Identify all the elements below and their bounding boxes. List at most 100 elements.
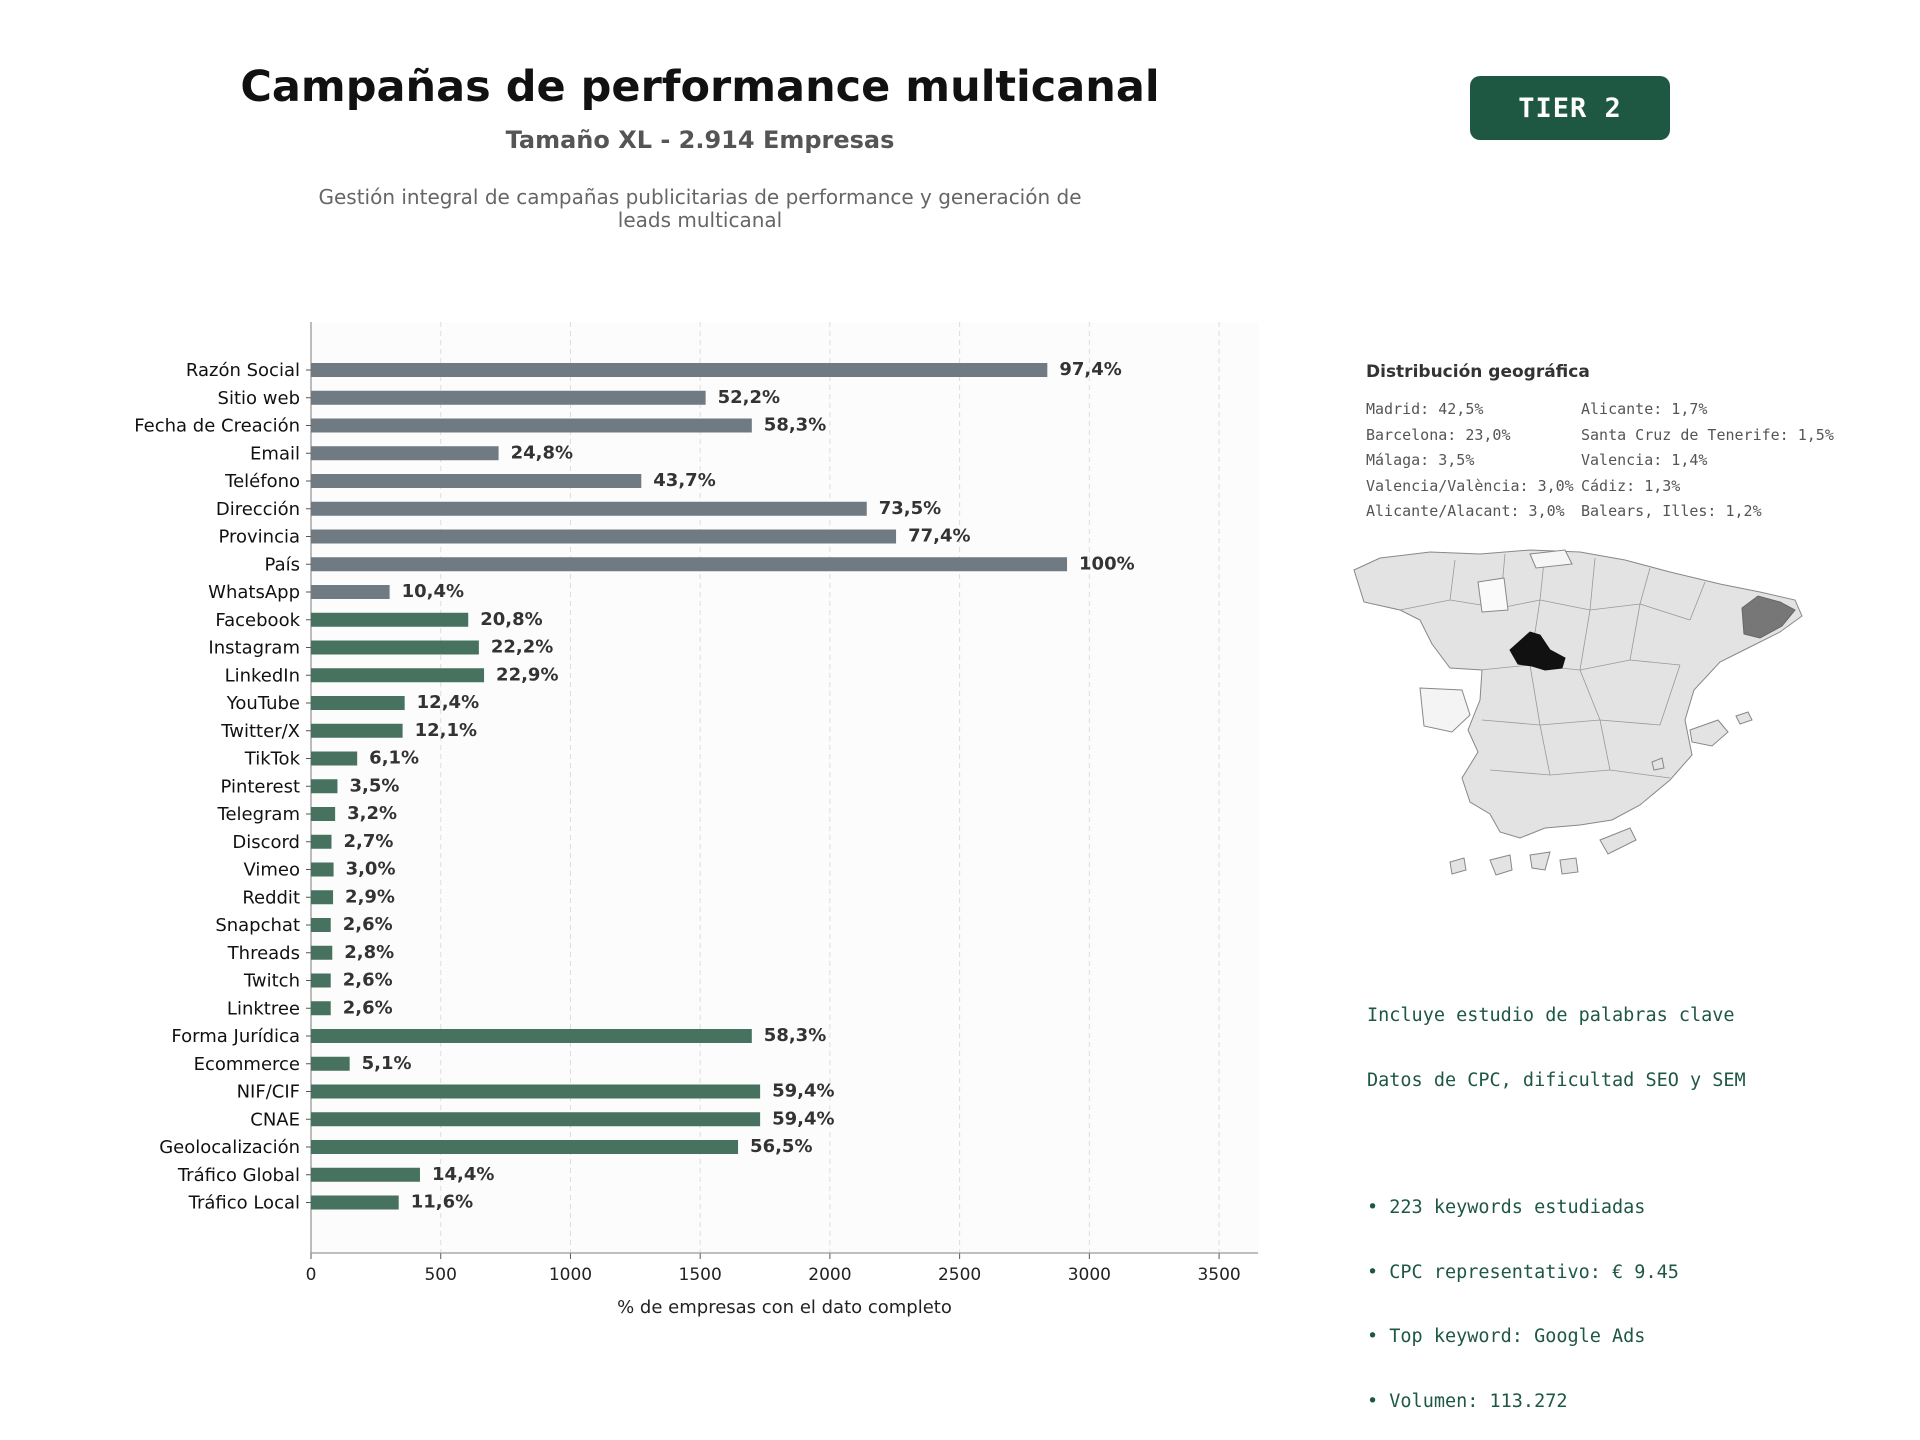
bar xyxy=(311,890,334,905)
category-label: CNAE xyxy=(250,1109,300,1130)
bar xyxy=(311,723,403,738)
canary-island-5 xyxy=(1449,857,1467,875)
category-label: WhatsApp xyxy=(208,582,300,603)
data-label: 3,0% xyxy=(346,859,396,880)
category-label: NIF/CIF xyxy=(237,1082,300,1103)
category-label: Provincia xyxy=(218,527,300,548)
geo-item: Madrid: 42,5% xyxy=(1366,400,1484,418)
canary-island-1 xyxy=(1489,854,1513,876)
category-label: Dirección xyxy=(216,499,300,520)
category-label: Twitter/X xyxy=(220,721,300,742)
menorca-island xyxy=(1735,711,1753,725)
category-label: Forma Jurídica xyxy=(171,1026,300,1047)
data-label: 52,2% xyxy=(718,387,780,408)
info-bullet: • Top keyword: Google Ads xyxy=(1367,1326,1646,1347)
data-label: 20,8% xyxy=(480,609,542,630)
geo-item: Valencia: 1,4% xyxy=(1581,451,1708,469)
category-label: Tráfico Global xyxy=(177,1165,300,1186)
bar xyxy=(311,446,499,461)
bar xyxy=(311,501,867,516)
page-title: Campañas de performance multicanal xyxy=(240,62,1160,112)
data-label: 6,1% xyxy=(369,748,419,769)
geo-item: Barcelona: 23,0% xyxy=(1366,425,1511,444)
bar xyxy=(311,807,336,821)
bar xyxy=(311,612,469,627)
data-label: 43,7% xyxy=(653,470,715,491)
data-label: 14,4% xyxy=(432,1164,494,1185)
bar xyxy=(311,1167,420,1182)
geo-item: Valencia/València: 3,0% xyxy=(1366,476,1574,495)
data-label: 2,8% xyxy=(344,942,394,963)
bar xyxy=(311,945,333,960)
category-label: Geolocalización xyxy=(159,1137,300,1158)
bar xyxy=(311,585,390,599)
mallorca-island xyxy=(1689,719,1729,747)
canary-island-4 xyxy=(1599,827,1637,855)
category-label: Twitch xyxy=(243,971,300,992)
category-label: Email xyxy=(250,443,300,464)
x-tick-label: 2000 xyxy=(808,1265,851,1285)
madrid-region xyxy=(1509,631,1566,671)
bar xyxy=(311,696,405,710)
category-label: Sitio web xyxy=(218,388,300,409)
data-label: 58,3% xyxy=(764,1025,826,1046)
page-subtitle: Tamaño XL - 2.914 Empresas xyxy=(505,126,895,154)
bar xyxy=(311,862,334,877)
geo-item: Alicante/Alacant: 3,0% xyxy=(1366,502,1565,520)
x-tick-label: 500 xyxy=(424,1265,456,1285)
info-bullet: • 223 keywords estudiadas xyxy=(1367,1197,1646,1218)
bar xyxy=(311,834,332,849)
bar xyxy=(311,973,331,988)
bar xyxy=(311,1195,399,1210)
keyword-info: Incluye estudio de palabras clave Datos … xyxy=(1367,962,1746,1434)
page-description: Gestión integral de campañas publicitari… xyxy=(318,185,1082,232)
data-label: 22,9% xyxy=(496,664,558,685)
bar xyxy=(311,751,358,766)
x-tick-label: 1000 xyxy=(549,1265,592,1285)
data-label: 2,9% xyxy=(345,886,395,907)
category-label: Razón Social xyxy=(186,360,300,381)
data-label: 3,2% xyxy=(347,803,397,824)
light-region-top xyxy=(1529,549,1573,569)
bar xyxy=(311,668,485,683)
bar xyxy=(311,418,752,433)
bar xyxy=(311,1112,761,1127)
x-tick-label: 3000 xyxy=(1068,1265,1111,1285)
geo-item: Cádiz: 1,3% xyxy=(1581,476,1681,495)
category-label: YouTube xyxy=(226,693,300,714)
info-bullet: • CPC representativo: € 9.45 xyxy=(1367,1261,1679,1283)
data-label: 2,6% xyxy=(343,997,393,1018)
data-label: 100% xyxy=(1079,553,1135,574)
geo-item: Balears, Illes: 1,2% xyxy=(1581,502,1762,520)
category-label: Threads xyxy=(227,943,300,964)
category-label: Instagram xyxy=(208,638,300,659)
spain-map xyxy=(1353,549,1803,876)
x-tick-label: 1500 xyxy=(679,1265,722,1285)
category-label: Vimeo xyxy=(243,860,300,881)
bar xyxy=(311,390,706,405)
category-label: País xyxy=(265,554,300,575)
data-label: 73,5% xyxy=(879,498,941,519)
data-label: 24,8% xyxy=(511,442,573,463)
bar xyxy=(311,529,897,544)
data-label: 77,4% xyxy=(908,526,970,547)
bar xyxy=(311,779,338,794)
data-label: 12,1% xyxy=(415,720,477,741)
data-label: 5,1% xyxy=(362,1053,412,1074)
data-label: 10,4% xyxy=(402,581,464,602)
tier-badge: TIER 2 xyxy=(1470,76,1670,140)
data-label: 58,3% xyxy=(764,415,826,436)
category-label: Snapchat xyxy=(215,915,300,936)
category-label: Discord xyxy=(232,832,300,853)
bar xyxy=(311,1140,739,1154)
category-label: Telegram xyxy=(217,804,300,825)
geo-title: Distribución geográfica xyxy=(1366,362,1590,382)
data-label: 97,4% xyxy=(1059,359,1121,380)
data-label: 2,7% xyxy=(343,831,393,852)
bar xyxy=(311,474,642,488)
data-label: 22,2% xyxy=(491,637,553,658)
bar xyxy=(311,1056,350,1071)
category-label: Reddit xyxy=(242,887,300,908)
barcelona-region xyxy=(1741,595,1796,639)
